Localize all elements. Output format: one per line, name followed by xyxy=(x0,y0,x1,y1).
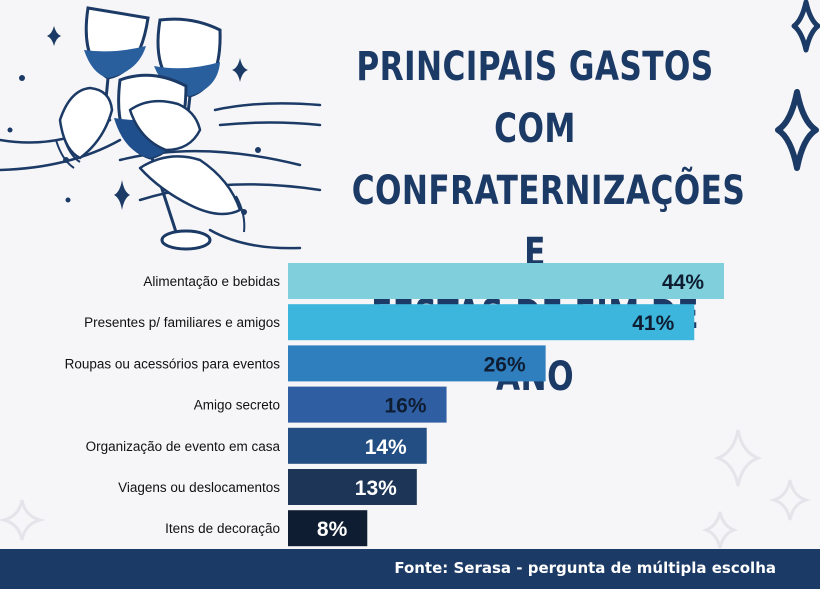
sparkle-icon xyxy=(701,511,739,549)
category-label-6: Viagens ou deslocamentos xyxy=(118,480,280,495)
bar-3 xyxy=(288,345,546,382)
value-label-4: 16% xyxy=(385,395,427,418)
category-label-1: Alimentação e bebidas xyxy=(143,274,280,289)
category-label-2: Presentes p/ familiares e amigos xyxy=(84,315,280,330)
sparkle-icon xyxy=(713,429,763,487)
category-label-7: Itens de decoração xyxy=(165,521,280,536)
value-label-6: 13% xyxy=(355,477,397,500)
bar-6 xyxy=(288,469,417,505)
value-label-3: 26% xyxy=(484,353,526,376)
title-line-2: CONFRATERNIZAÇÕES E xyxy=(351,168,746,276)
value-label-2: 41% xyxy=(632,312,674,335)
bar-chart: Alimentação e bebidas 44% Presentes p/ fam… xyxy=(65,263,724,547)
bar-7 xyxy=(288,510,368,547)
category-label-4: Amigo secreto xyxy=(194,398,280,413)
wine-glass-icon xyxy=(84,6,150,121)
sparkle-icon xyxy=(791,0,820,53)
footer-bar: Fonte: Serasa - pergunta de múltipla esc… xyxy=(0,549,820,589)
sparkle-icon xyxy=(114,180,130,210)
sparkle-icon xyxy=(47,26,61,46)
value-label-5: 14% xyxy=(365,436,407,459)
category-label-5: Organização de evento em casa xyxy=(86,439,281,454)
source-note: Fonte: Serasa - pergunta de múltipla esc… xyxy=(394,559,776,577)
title-line-1: PRINCIPAIS GASTOS COM xyxy=(356,44,714,152)
bar-1 xyxy=(288,263,724,299)
value-label-1: 44% xyxy=(662,271,704,294)
bar-4 xyxy=(288,386,447,423)
sparkle-icon xyxy=(768,479,812,521)
bar-5 xyxy=(288,427,427,464)
value-label-7: 8% xyxy=(317,518,348,541)
bar-2 xyxy=(288,304,695,341)
sparkle-icon xyxy=(0,499,46,541)
sparkle-icon xyxy=(775,89,819,171)
sparkle-icon xyxy=(232,58,248,82)
category-label-3: Roupas ou acessórios para eventos xyxy=(65,356,281,371)
